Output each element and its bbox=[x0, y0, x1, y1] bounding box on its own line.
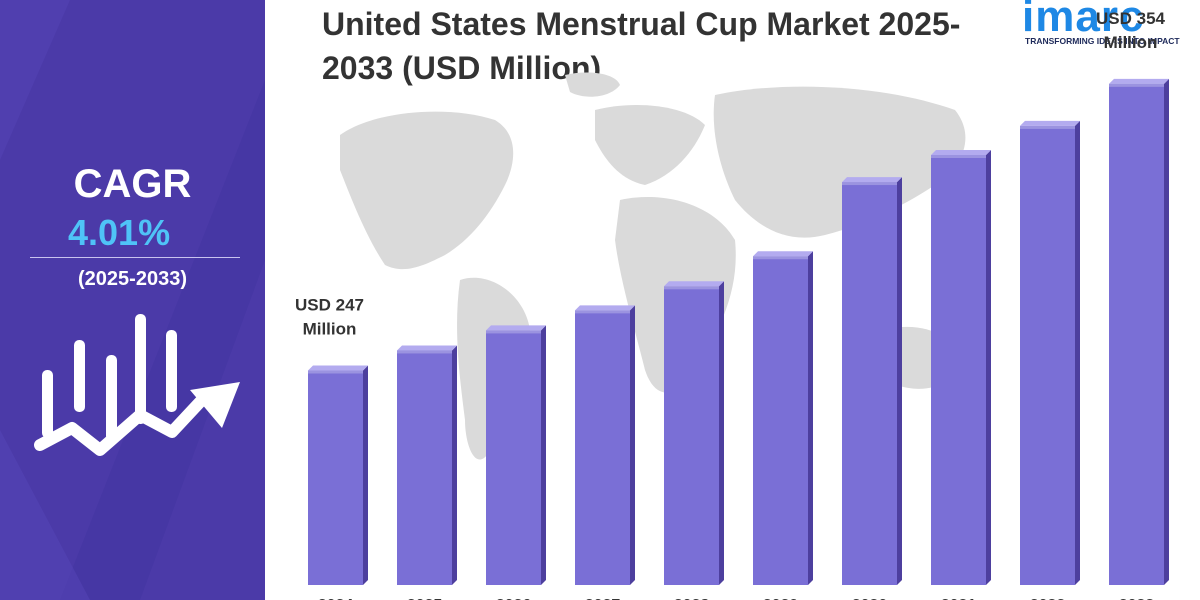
x-tick-label: 2029 bbox=[763, 597, 799, 600]
cagr-panel: CAGR 4.01% (2025-2033) bbox=[0, 0, 265, 600]
cagr-value: 4.01% bbox=[68, 212, 171, 253]
annotation-labels: USD 247 Million USD 354 Million bbox=[295, 9, 1166, 339]
bar-side bbox=[897, 177, 902, 586]
bar-side bbox=[452, 345, 457, 585]
bar-side bbox=[630, 305, 635, 585]
x-tick-label: 2024 bbox=[318, 597, 354, 600]
bar-highlight bbox=[308, 370, 363, 374]
bar-top bbox=[486, 325, 546, 331]
bar-top bbox=[575, 305, 635, 311]
bar-highlight bbox=[1020, 125, 1075, 129]
bar-2030 bbox=[842, 177, 902, 586]
bar-front bbox=[664, 286, 719, 585]
bar-highlight bbox=[486, 330, 541, 334]
bar-side bbox=[541, 325, 546, 585]
data-label-2033: USD 354 Million bbox=[1096, 9, 1166, 52]
x-tick-label: 2031 bbox=[941, 597, 977, 600]
growth-chart-icon bbox=[34, 314, 240, 456]
bar-top bbox=[842, 177, 902, 183]
bar-side bbox=[808, 251, 813, 586]
bar-top bbox=[397, 345, 457, 351]
bar-2025 bbox=[397, 345, 457, 585]
x-tick-label: 2026 bbox=[496, 597, 532, 600]
bar-2028 bbox=[664, 281, 724, 585]
panel-background-bands bbox=[0, 0, 265, 600]
bar-side bbox=[363, 365, 368, 585]
bar-front bbox=[575, 310, 630, 585]
logo-tagline: TRANSFORMING IDEAS INTO IMPACT bbox=[1025, 36, 1180, 46]
bar-2032 bbox=[1020, 120, 1080, 585]
bar-2029 bbox=[753, 251, 813, 586]
bar-side bbox=[1075, 120, 1080, 585]
x-tick-label: 2028 bbox=[674, 597, 710, 600]
bar-front bbox=[842, 182, 897, 586]
bars-group bbox=[308, 78, 1169, 586]
x-tick-label: 2027 bbox=[585, 597, 621, 600]
bar-side bbox=[719, 281, 724, 585]
logo-wordmark: imarc bbox=[1022, 0, 1145, 41]
bar-2031 bbox=[931, 150, 991, 585]
x-tick-label: 2025 bbox=[407, 597, 443, 600]
bar-front bbox=[308, 370, 363, 585]
bar-front bbox=[1109, 83, 1164, 585]
bar-2024 bbox=[308, 365, 368, 585]
bar-2027 bbox=[575, 305, 635, 585]
bar-side bbox=[986, 150, 991, 585]
bar-front bbox=[397, 350, 452, 585]
data-label-2024: USD 247 Million bbox=[295, 296, 364, 339]
x-tick-label: 2032 bbox=[1030, 597, 1066, 600]
bar-front bbox=[486, 330, 541, 585]
bar-front bbox=[1020, 125, 1075, 585]
bar-top bbox=[1020, 120, 1080, 126]
bar-top bbox=[1109, 78, 1169, 84]
bar-2033 bbox=[1109, 78, 1169, 585]
bar-top bbox=[308, 365, 368, 371]
chart-title: United States Menstrual Cup Market 2025-… bbox=[322, 6, 961, 86]
bar-highlight bbox=[397, 350, 452, 354]
bar-highlight bbox=[664, 286, 719, 290]
bar-top bbox=[931, 150, 991, 155]
cagr-label: CAGR bbox=[73, 162, 192, 206]
bar-front bbox=[931, 155, 986, 585]
bar-side bbox=[1164, 78, 1169, 585]
bar-top bbox=[753, 251, 813, 257]
bar-highlight bbox=[842, 182, 897, 186]
bar-front bbox=[753, 256, 808, 585]
x-tick-label: 2033 bbox=[1119, 597, 1155, 600]
cagr-divider bbox=[30, 257, 240, 258]
bar-highlight bbox=[931, 155, 986, 158]
imarc-logo: imarc TRANSFORMING IDEAS INTO IMPACT bbox=[1022, 0, 1192, 50]
bar-highlight bbox=[1109, 83, 1164, 87]
bar-2026 bbox=[486, 325, 546, 585]
bar-highlight bbox=[753, 256, 808, 260]
cagr-period: (2025-2033) bbox=[78, 268, 187, 290]
x-tick-label: 2030 bbox=[852, 597, 888, 600]
bar-top bbox=[664, 281, 724, 287]
x-tick-labels: 2024 2025 2026 2027 2028 2029 2030 2031 2032 2033 bbox=[318, 597, 1155, 600]
bar-highlight bbox=[575, 310, 630, 314]
